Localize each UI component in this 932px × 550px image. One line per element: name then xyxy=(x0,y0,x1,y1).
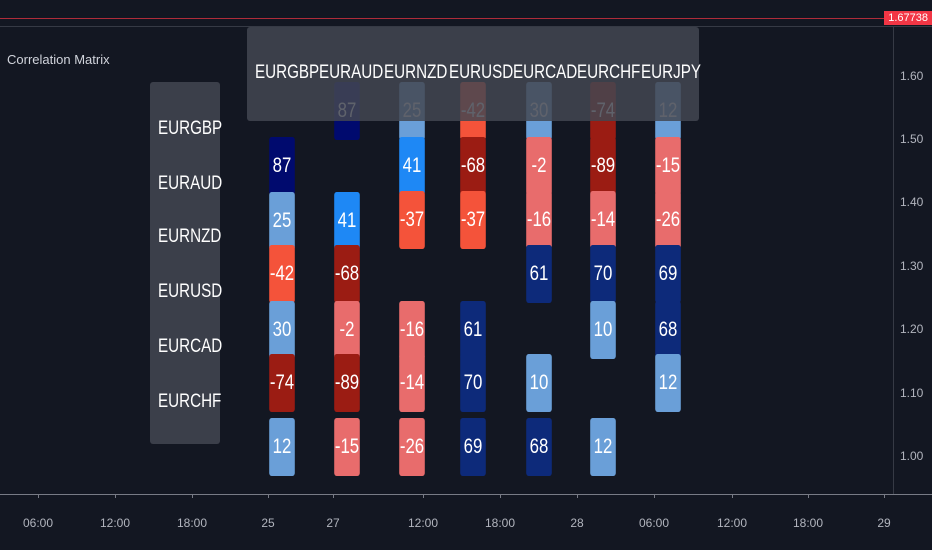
matrix-cell: -68 xyxy=(334,245,360,303)
matrix-cell: -14 xyxy=(590,191,616,249)
matrix-cell: -2 xyxy=(334,301,360,359)
column-header: EURCAD xyxy=(513,62,578,83)
price-badge: 1.67738 xyxy=(884,11,932,25)
price-tick-label: 1.30 xyxy=(900,259,924,273)
indicator-title[interactable]: Correlation Matrix xyxy=(7,52,110,67)
row-header: EURCAD xyxy=(158,336,223,357)
matrix-cell: 87 xyxy=(269,137,295,195)
top-mini-chart: 1.67738 xyxy=(0,0,932,27)
time-tick-label: 12:00 xyxy=(99,516,131,530)
time-axis-border xyxy=(0,494,932,495)
time-tick-label: 12:00 xyxy=(716,516,748,530)
matrix-cell: 61 xyxy=(526,245,552,303)
time-tick-label: 18:00 xyxy=(176,516,208,530)
matrix-cell: -16 xyxy=(399,301,425,359)
column-header: EURCHF xyxy=(577,62,641,83)
time-tick-mark xyxy=(115,494,116,498)
time-tick-label: 18:00 xyxy=(792,516,824,530)
column-header-panel xyxy=(247,27,699,121)
matrix-cell: 69 xyxy=(460,418,486,476)
matrix-cell: 25 xyxy=(269,192,295,250)
price-axis-border xyxy=(893,26,894,494)
column-header: EURAUD xyxy=(319,62,384,83)
matrix-cell: -15 xyxy=(334,418,360,476)
time-tick-mark xyxy=(423,494,424,498)
time-tick-mark xyxy=(577,494,578,498)
matrix-cell: -16 xyxy=(526,191,552,249)
row-header: EURNZD xyxy=(158,226,222,247)
matrix-cell: -89 xyxy=(334,354,360,412)
matrix-cell: 61 xyxy=(460,301,486,359)
row-header: EURGBP xyxy=(158,118,223,139)
time-tick-label: 12:00 xyxy=(407,516,439,530)
column-header: EURUSD xyxy=(449,62,514,83)
matrix-cell: 10 xyxy=(526,354,552,412)
time-tick-mark xyxy=(500,494,501,498)
matrix-cell: -89 xyxy=(590,137,616,195)
time-tick-mark xyxy=(192,494,193,498)
matrix-cell: -14 xyxy=(399,354,425,412)
time-tick-mark xyxy=(732,494,733,498)
matrix-cell: -42 xyxy=(269,245,295,303)
matrix-cell: 12 xyxy=(655,354,681,412)
price-tick-label: 1.00 xyxy=(900,449,924,463)
matrix-cell: 68 xyxy=(655,301,681,359)
time-tick-label: 06:00 xyxy=(22,516,54,530)
column-header: EURJPY xyxy=(641,62,701,83)
time-tick-mark xyxy=(268,494,269,498)
matrix-cell: 69 xyxy=(655,245,681,303)
price-tick-label: 1.40 xyxy=(900,195,924,209)
time-tick-label: 28 xyxy=(570,516,584,530)
matrix-cell: -2 xyxy=(526,137,552,195)
matrix-cell: -37 xyxy=(460,191,486,249)
time-tick-label: 27 xyxy=(326,516,340,530)
time-tick-mark xyxy=(808,494,809,498)
matrix-cell: 12 xyxy=(590,418,616,476)
last-price-line xyxy=(0,18,895,19)
price-tick-label: 1.20 xyxy=(900,322,924,336)
matrix-cell: -37 xyxy=(399,191,425,249)
price-tick-label: 1.60 xyxy=(900,69,924,83)
matrix-cell: 68 xyxy=(526,418,552,476)
row-header: EURAUD xyxy=(158,173,223,194)
price-tick-label: 1.10 xyxy=(900,386,924,400)
matrix-cell: 12 xyxy=(269,418,295,476)
row-header: EURCHF xyxy=(158,391,222,412)
time-tick-mark xyxy=(333,494,334,498)
time-tick-label: 18:00 xyxy=(484,516,516,530)
time-tick-label: 06:00 xyxy=(638,516,670,530)
time-tick-label: 25 xyxy=(261,516,275,530)
matrix-cell: -15 xyxy=(655,137,681,195)
time-tick-mark xyxy=(38,494,39,498)
price-tick-label: 1.50 xyxy=(900,132,924,146)
matrix-cell: -68 xyxy=(460,137,486,195)
matrix-cell: 41 xyxy=(334,192,360,250)
time-tick-mark xyxy=(884,494,885,498)
matrix-cell: 41 xyxy=(399,137,425,195)
column-header: EURNZD xyxy=(384,62,448,83)
matrix-cell: 10 xyxy=(590,301,616,359)
time-tick-label: 29 xyxy=(877,516,891,530)
row-header: EURUSD xyxy=(158,281,223,302)
time-tick-mark xyxy=(654,494,655,498)
matrix-cell: -74 xyxy=(269,354,295,412)
column-header: EURGBP xyxy=(255,62,320,83)
matrix-cell: -26 xyxy=(399,418,425,476)
matrix-cell: 30 xyxy=(269,301,295,359)
matrix-cell: -26 xyxy=(655,191,681,249)
matrix-cell: 70 xyxy=(460,354,486,412)
matrix-cell: 70 xyxy=(590,245,616,303)
row-header-panel xyxy=(150,82,220,444)
